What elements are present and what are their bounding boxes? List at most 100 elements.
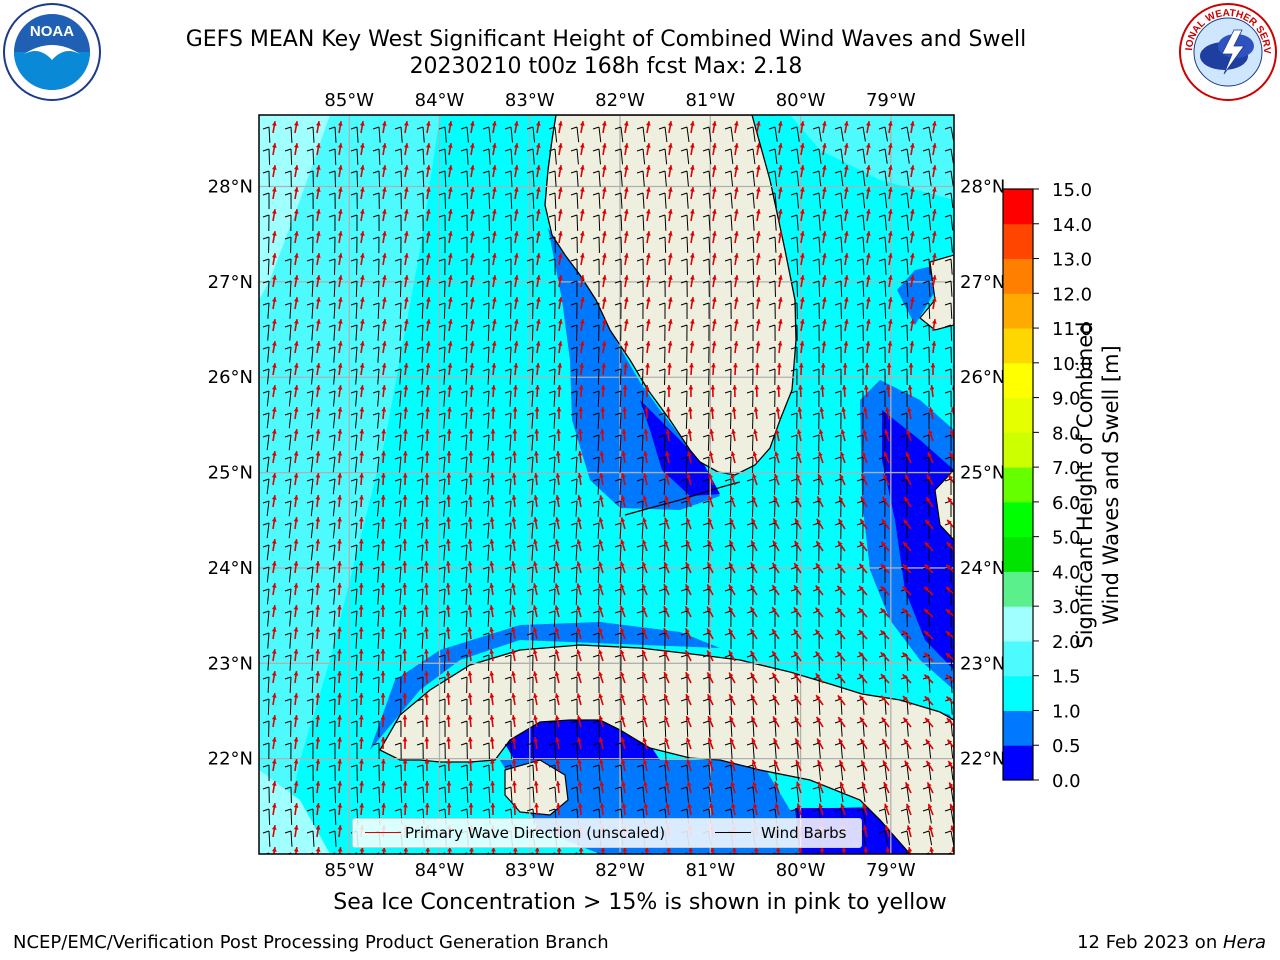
wave-arrowhead — [883, 451, 889, 457]
wave-arrowhead — [882, 496, 888, 502]
wind-barb — [487, 302, 490, 319]
wind-barb — [311, 698, 314, 715]
wind-barb-flag — [482, 742, 490, 746]
wind-barb-flag — [548, 588, 556, 592]
wind-barb-flag — [262, 742, 270, 746]
wind-barb — [597, 346, 600, 363]
wave-arrowhead — [445, 693, 451, 698]
wave-arrowhead — [733, 231, 739, 236]
wave-arrowhead — [755, 165, 761, 170]
wave-arrowhead — [598, 693, 604, 699]
wave-arrowhead — [380, 605, 386, 610]
wind-barb-flag — [328, 368, 336, 372]
wind-barb — [377, 676, 380, 693]
wind-barb-flag — [328, 698, 336, 702]
lon-tick-label-top: 84°W — [415, 90, 465, 111]
wind-barb-flag — [416, 632, 424, 636]
wind-barb — [774, 676, 777, 693]
wind-barb-flag — [614, 610, 622, 614]
wave-arrowhead — [773, 518, 778, 524]
wave-arrowhead — [840, 429, 846, 435]
wave-arrowhead — [337, 517, 342, 522]
wind-barb — [906, 148, 910, 164]
wave-arrowhead — [576, 693, 582, 699]
wind-barb-flag — [394, 610, 402, 614]
wave-arrow — [955, 231, 957, 243]
wind-barb-flag — [922, 456, 930, 460]
wind-barb-flag — [328, 192, 336, 196]
wave-arrowhead — [513, 275, 519, 280]
wind-barb-flag — [570, 170, 578, 174]
wind-barb-flag — [680, 742, 688, 746]
wind-barb-flag — [658, 280, 666, 284]
wind-barb — [818, 720, 821, 737]
wind-barb — [598, 742, 601, 759]
wind-barb — [290, 830, 293, 847]
wind-barb — [443, 434, 446, 451]
wind-barb-flag — [394, 192, 402, 196]
wind-barb-flag — [746, 610, 754, 614]
wind-barb — [421, 302, 424, 319]
wave-arrowhead — [774, 781, 779, 787]
wave-arrowhead — [598, 495, 604, 501]
wind-barb — [487, 610, 490, 627]
wave-arrowhead — [402, 781, 408, 786]
wind-barb-flag — [482, 434, 490, 438]
wind-barb-flag — [702, 654, 710, 658]
wave-arrowhead — [685, 539, 691, 545]
wave-arrowhead — [710, 847, 715, 852]
wave-arrowhead — [337, 473, 343, 478]
wind-barb-flag — [504, 610, 512, 614]
wind-barb — [619, 588, 622, 605]
wave-arrowhead — [598, 517, 604, 523]
wind-barb-flag — [790, 390, 798, 394]
wave-arrowhead — [601, 143, 607, 148]
wave-arrowhead — [731, 429, 736, 434]
wave-arrowhead — [358, 715, 364, 720]
wave-arrowhead — [926, 474, 932, 480]
wind-barb — [752, 852, 754, 854]
wind-barb-flag — [262, 258, 270, 262]
wind-barb-flag — [900, 764, 908, 768]
wave-arrowhead — [446, 451, 452, 456]
wave-arrowhead — [601, 275, 607, 280]
wind-barb — [465, 654, 468, 671]
wave-arrowhead — [751, 518, 756, 524]
wind-barb-flag — [658, 192, 666, 196]
wave-arrowhead — [733, 209, 739, 214]
wind-barb-flag — [306, 698, 314, 702]
wave-arrowhead — [380, 671, 386, 676]
wave-arrowhead — [425, 407, 430, 412]
wind-barb-flag — [724, 544, 732, 548]
wave-arrowhead — [535, 319, 541, 324]
wave-arrowhead — [858, 608, 864, 613]
wind-barb — [421, 654, 424, 671]
wave-arrowhead — [576, 671, 582, 677]
wind-barb-flag — [680, 390, 688, 394]
wind-barb-flag — [614, 346, 622, 350]
wind-barb — [642, 192, 645, 209]
wind-barb — [663, 500, 666, 517]
wave-arrowhead — [859, 585, 864, 591]
wind-barb — [266, 566, 270, 583]
wind-barb-flag — [768, 676, 776, 680]
wind-barb-flag — [482, 808, 490, 812]
wind-barb-flag — [636, 324, 644, 328]
wind-barb — [398, 478, 402, 495]
wind-barb-flag — [790, 720, 798, 724]
wind-barb — [377, 544, 380, 561]
wind-barb — [311, 676, 314, 693]
wind-barb — [752, 214, 755, 231]
wind-barb-flag — [592, 412, 600, 416]
wind-barb-flag — [504, 434, 512, 438]
wind-barb-flag — [460, 764, 468, 768]
wave-arrowhead — [707, 694, 712, 700]
wave-arrowhead — [491, 187, 497, 192]
wave-arrowhead — [664, 473, 670, 479]
wave-arrowhead — [707, 606, 712, 612]
wind-barb-flag — [350, 632, 358, 636]
wave-arrow — [955, 275, 957, 287]
wind-barb-flag — [900, 434, 908, 438]
wave-arrowhead — [708, 451, 714, 457]
wind-barb — [444, 786, 447, 803]
